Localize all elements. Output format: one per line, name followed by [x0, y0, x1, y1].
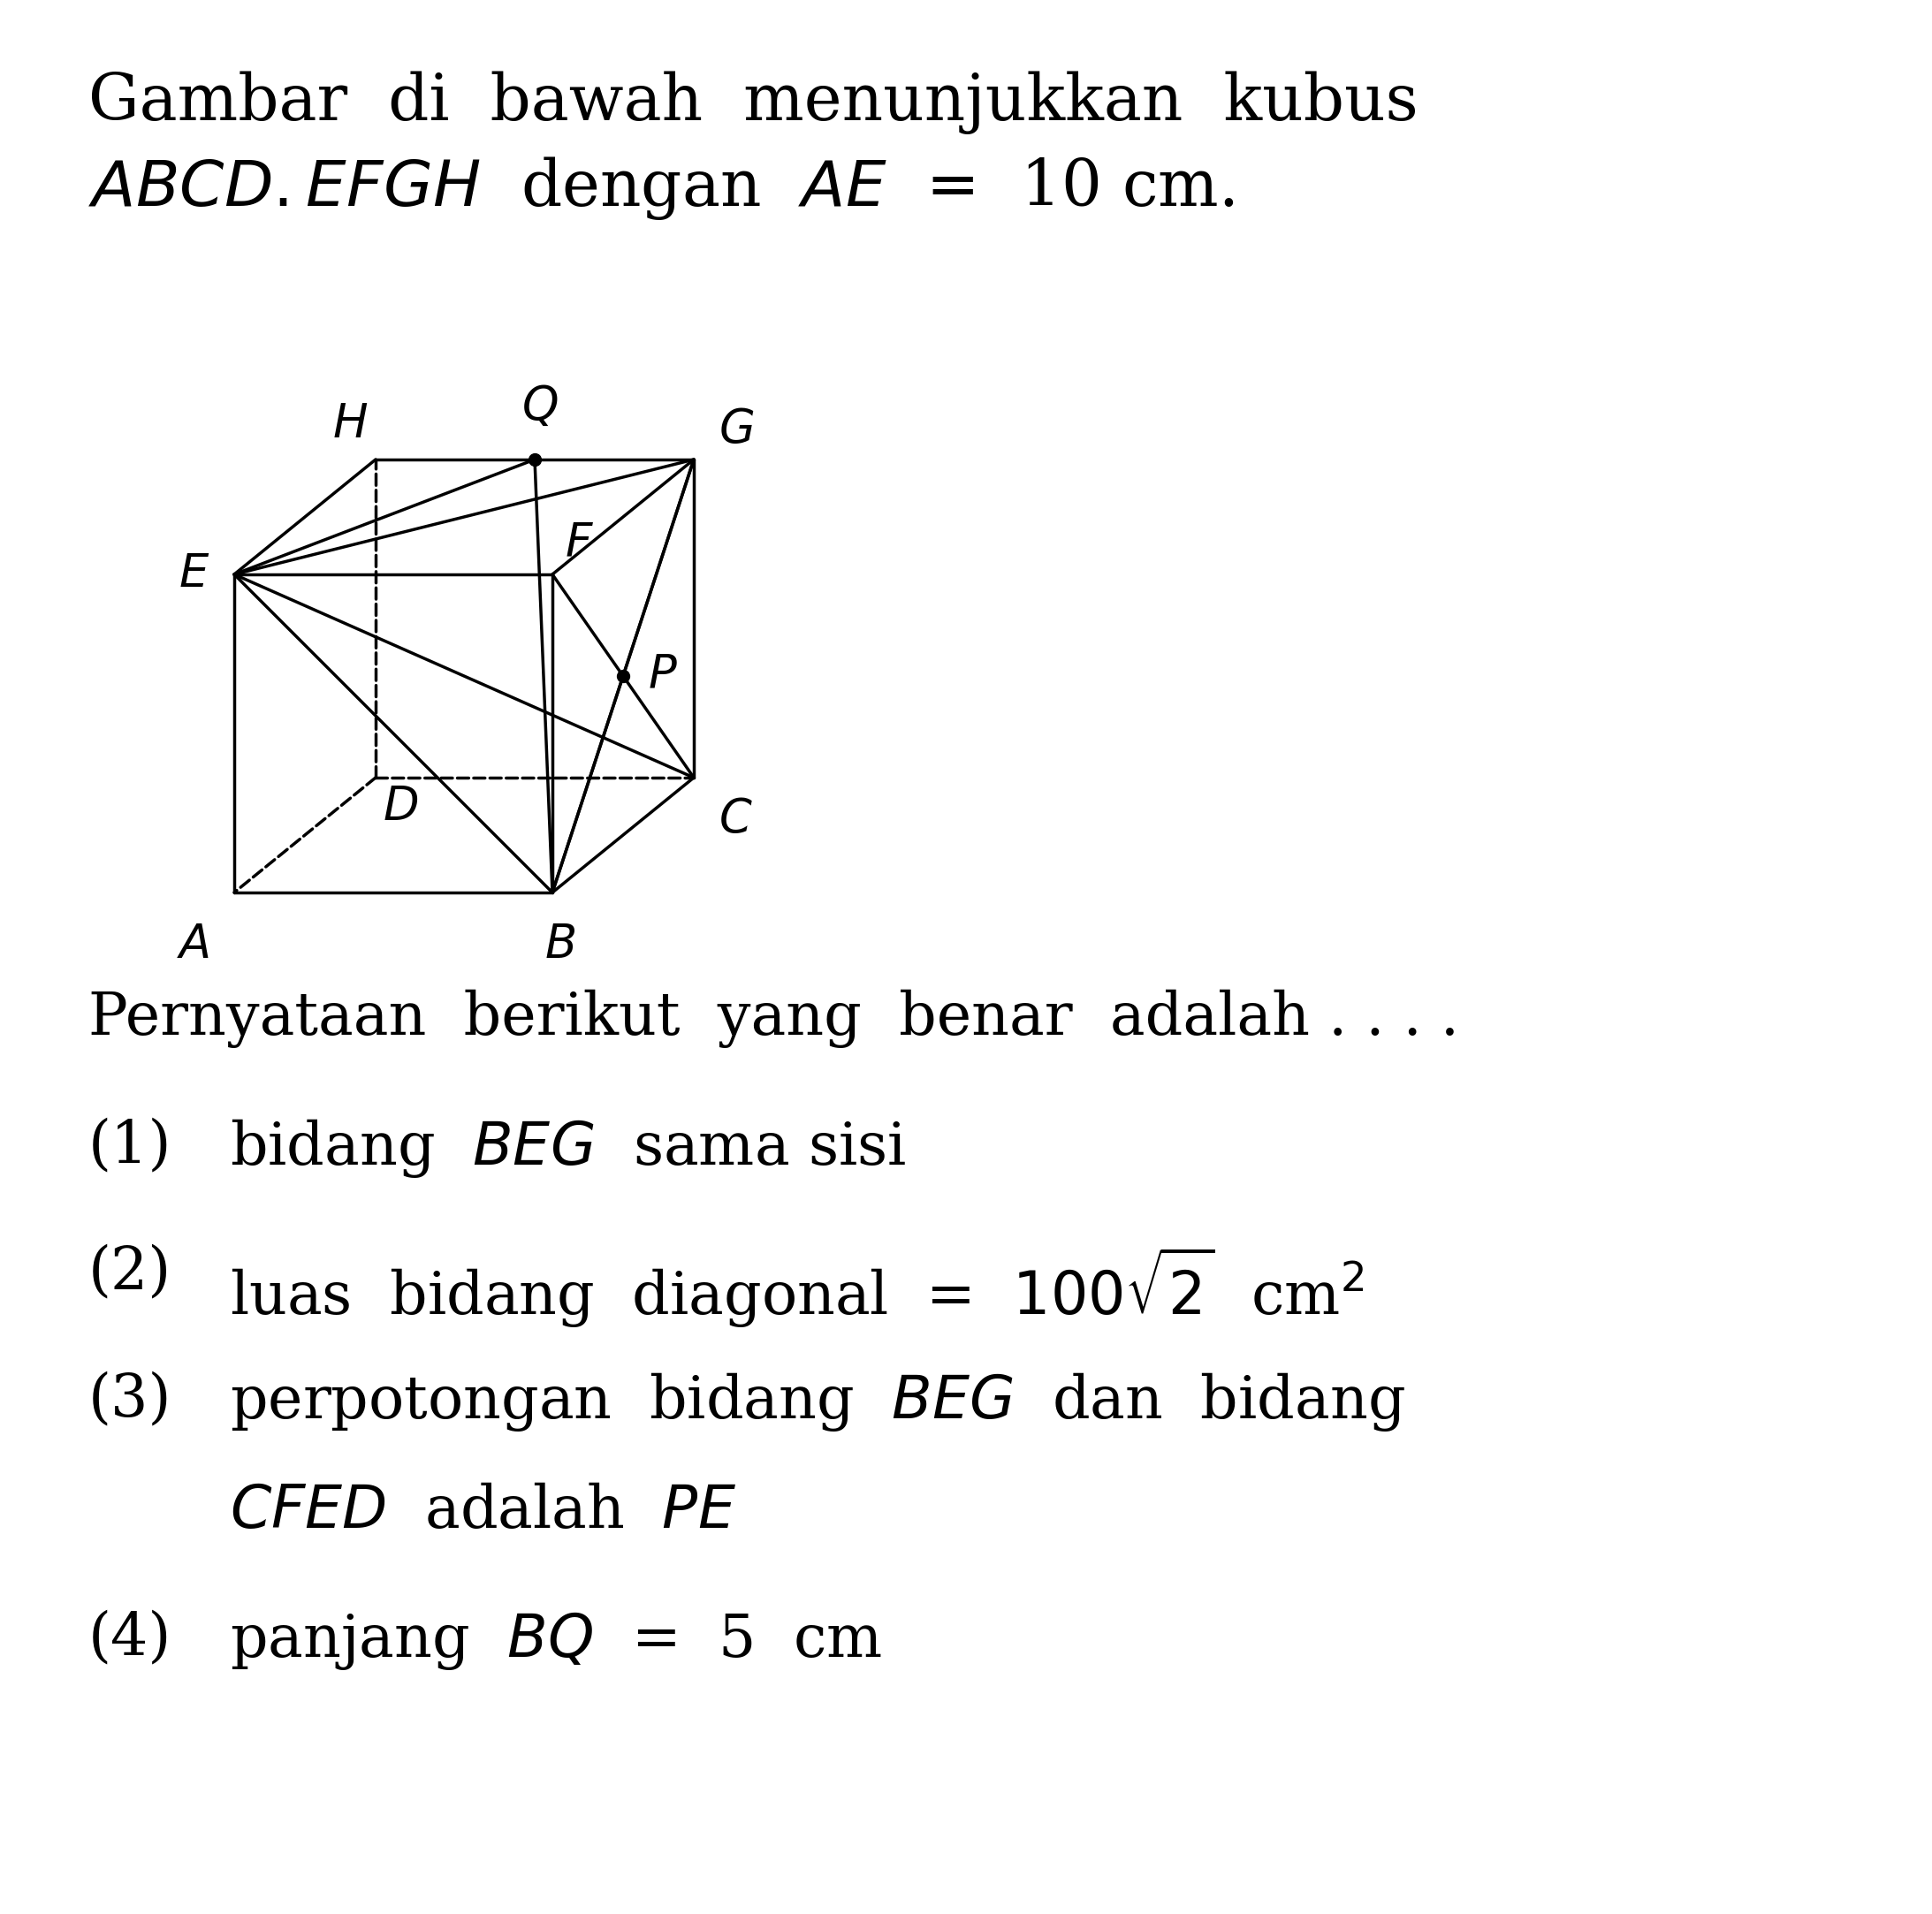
Text: (3): (3) [89, 1370, 172, 1428]
Text: Pernyataan  berikut  yang  benar  adalah . . . .: Pernyataan berikut yang benar adalah . .… [89, 990, 1459, 1049]
Text: $P$: $P$ [647, 653, 678, 699]
Text: $D$: $D$ [383, 785, 419, 831]
Text: $C$: $C$ [719, 798, 753, 842]
Text: (2): (2) [89, 1244, 172, 1302]
Text: (4): (4) [89, 1610, 172, 1667]
Text: $Q$: $Q$ [522, 385, 558, 431]
Text: $B$: $B$ [545, 923, 576, 967]
Text: $\mathit{CFED}$  adalah  $\mathit{PE}$: $\mathit{CFED}$ adalah $\mathit{PE}$ [230, 1483, 736, 1541]
Text: $F$: $F$ [564, 523, 593, 567]
Text: $E$: $E$ [178, 551, 209, 597]
Text: $A$: $A$ [176, 923, 209, 967]
Text: $\mathit{ABCD.EFGH}$  dengan  $\mathit{AE}$  =  10 cm.: $\mathit{ABCD.EFGH}$ dengan $\mathit{AE}… [89, 155, 1235, 222]
Text: bidang  $\mathit{BEG}$  sama sisi: bidang $\mathit{BEG}$ sama sisi [230, 1116, 906, 1179]
Text: perpotongan  bidang  $\mathit{BEG}$  dan  bidang: perpotongan bidang $\mathit{BEG}$ dan bi… [230, 1370, 1405, 1434]
Text: (1): (1) [89, 1116, 172, 1175]
Text: panjang  $\mathit{BQ}$  =  5  cm: panjang $\mathit{BQ}$ = 5 cm [230, 1610, 881, 1671]
Text: Gambar  di  bawah  menunjukkan  kubus: Gambar di bawah menunjukkan kubus [89, 71, 1418, 134]
Text: luas  bidang  diagonal  =  $100\sqrt{2}$  cm$^2$: luas bidang diagonal = $100\sqrt{2}$ cm$… [230, 1244, 1364, 1328]
Text: $G$: $G$ [719, 408, 753, 452]
Text: $H$: $H$ [332, 402, 369, 448]
